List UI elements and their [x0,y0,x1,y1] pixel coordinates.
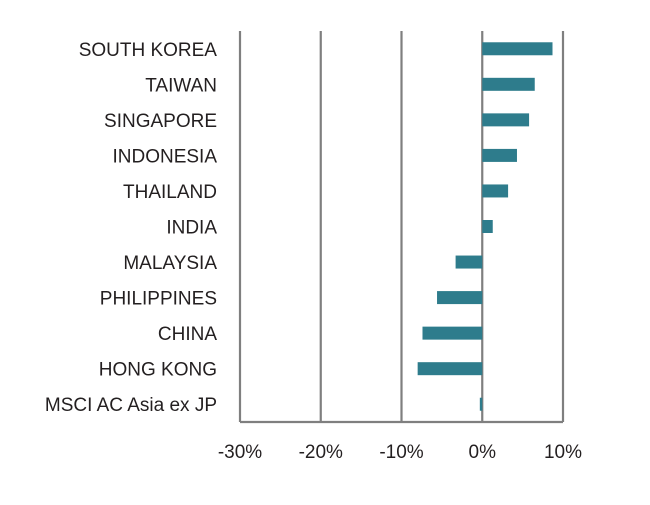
bar [482,77,535,91]
category-label: HONG KONG [99,360,217,381]
bar [455,255,483,269]
bar [422,326,483,340]
category-label: SOUTH KOREA [79,40,218,61]
bar [482,220,493,233]
x-tick-label: 0% [469,442,497,463]
x-tick-label: -20% [299,442,343,463]
category-label: SINGAPORE [104,111,217,132]
bar [482,184,509,198]
x-axis-tick-labels: -30% -20% -10% 0% 10% [218,442,582,463]
x-tick-label: -30% [218,442,262,463]
bar [437,291,483,305]
bar [482,113,530,127]
bar [482,42,553,56]
category-label: MSCI AC Asia ex JP [45,395,217,416]
category-label: MALAYSIA [123,253,217,274]
bar [417,362,483,376]
gridlines [238,31,565,424]
category-label: CHINA [158,324,217,345]
category-label: PHILIPPINES [100,289,217,310]
bars [417,42,553,411]
category-label: THAILAND [123,182,217,203]
bar [482,148,517,162]
category-label: TAIWAN [145,75,217,96]
category-label: INDONESIA [112,146,217,167]
x-tick-label: 10% [544,442,582,463]
x-tick-label: -10% [379,442,423,463]
bar [479,397,483,411]
category-labels: SOUTH KOREA TAIWAN SINGAPORE INDONESIA THAIL… [45,40,217,416]
category-label: INDIA [166,218,217,239]
